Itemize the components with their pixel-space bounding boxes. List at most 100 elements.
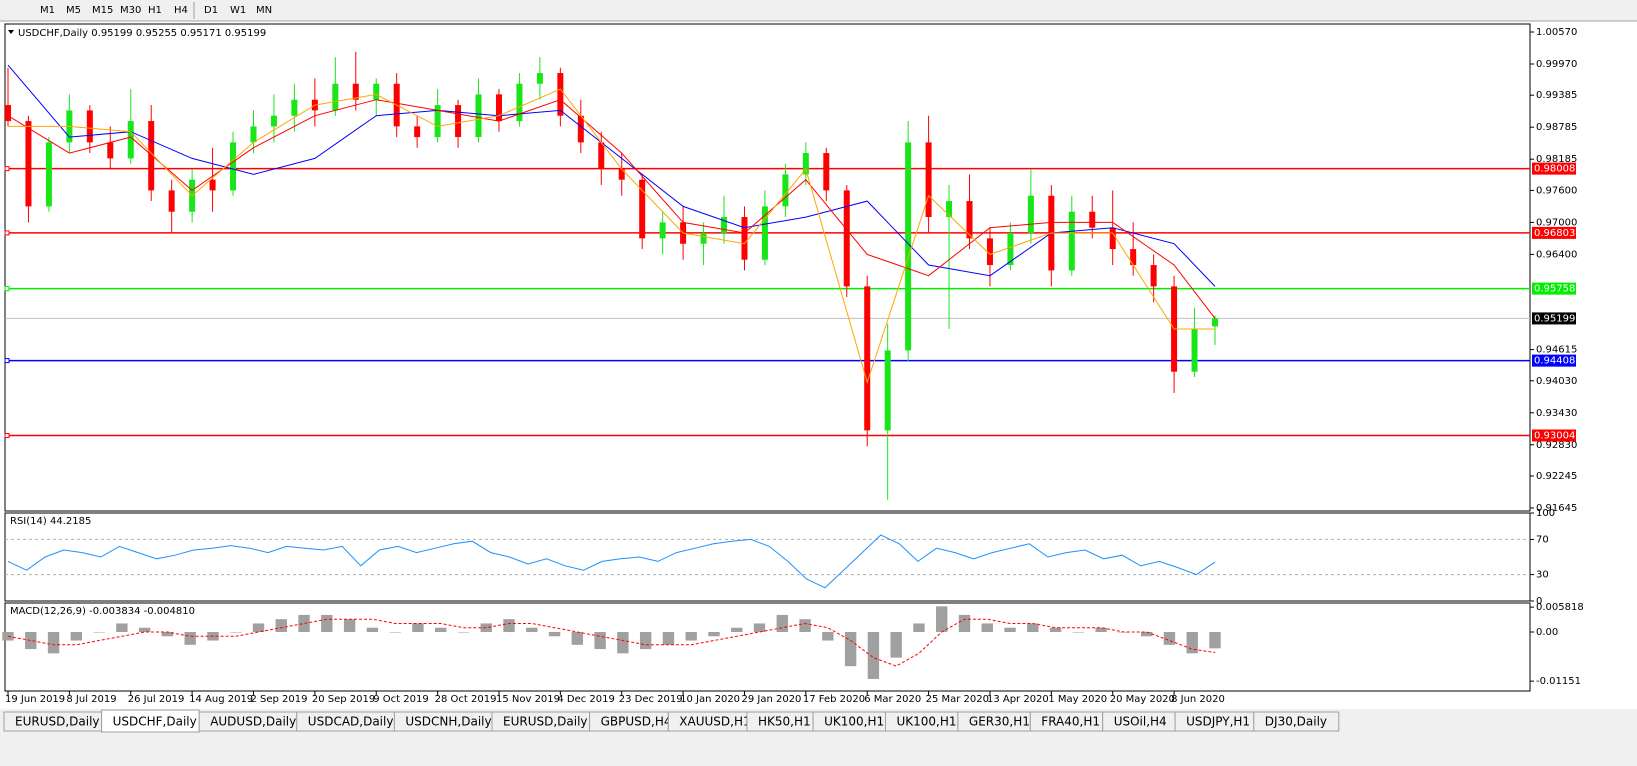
level-tag bbox=[1532, 226, 1576, 239]
y-tick-label: 0.99970 bbox=[1536, 59, 1577, 70]
y-tick-label: 0.97600 bbox=[1536, 185, 1577, 196]
candle-body bbox=[332, 83, 339, 111]
tab-label[interactable]: AUDUSD,Daily bbox=[210, 715, 296, 729]
x-tick-label: 2 Sep 2019 bbox=[250, 694, 307, 705]
x-tick-label: 8 Jul 2019 bbox=[66, 694, 116, 705]
candle-body bbox=[1212, 318, 1218, 327]
candle-body bbox=[455, 105, 462, 138]
candle-body bbox=[148, 121, 155, 191]
level-tag-label: 0.95758 bbox=[1534, 284, 1575, 295]
timeframe-button[interactable]: W1 bbox=[230, 5, 246, 16]
macd-bar bbox=[639, 631, 652, 650]
x-tick-label: 17 Feb 2020 bbox=[803, 694, 865, 705]
candle-body bbox=[414, 126, 421, 138]
y-tick-label: -0.01151 bbox=[1536, 676, 1581, 687]
macd-bar bbox=[366, 627, 379, 632]
timeframe-button[interactable]: H4 bbox=[174, 5, 188, 16]
y-tick-label: 0.91645 bbox=[1536, 503, 1577, 514]
tab-label[interactable]: EURUSD,Daily bbox=[15, 715, 100, 729]
macd-bar bbox=[138, 627, 151, 632]
tab-label[interactable]: GBPUSD,H4 bbox=[601, 715, 672, 729]
macd-bar bbox=[503, 619, 515, 632]
level-tag bbox=[1532, 162, 1576, 175]
tab-label[interactable]: HK50,H1 bbox=[758, 715, 811, 729]
macd-bar bbox=[116, 623, 128, 632]
tab-label[interactable]: XAUUSD,H1 bbox=[679, 715, 750, 729]
y-tick-label: 0.97000 bbox=[1536, 217, 1577, 228]
y-tick-label: 0.98185 bbox=[1536, 154, 1577, 165]
main-panel bbox=[4, 23, 1531, 512]
level-handle bbox=[4, 230, 10, 236]
x-tick-label: 4 Dec 2019 bbox=[557, 694, 615, 705]
tab-label[interactable]: DJ30,Daily bbox=[1265, 715, 1327, 729]
y-tick-label: 0.99385 bbox=[1536, 90, 1577, 101]
candle-body bbox=[639, 179, 646, 239]
x-tick-label: 29 Jan 2020 bbox=[741, 694, 801, 705]
candle-body bbox=[598, 142, 605, 170]
macd-bar bbox=[435, 627, 447, 632]
tab-label[interactable]: USDCAD,Daily bbox=[308, 715, 394, 729]
y-tick-label: 100 bbox=[1536, 508, 1555, 519]
macd-bar bbox=[47, 631, 60, 654]
candle-body bbox=[373, 83, 380, 100]
macd-bar bbox=[412, 623, 424, 632]
candle-body bbox=[966, 201, 973, 239]
tab-label[interactable]: USDCHF,Daily bbox=[113, 715, 197, 729]
rsi-panel bbox=[4, 512, 1531, 602]
last-price-tag bbox=[1532, 312, 1576, 325]
macd-bar bbox=[1027, 623, 1039, 632]
timeframe-button[interactable]: M30 bbox=[120, 5, 141, 16]
tab-label[interactable]: USDCNH,Daily bbox=[405, 715, 491, 729]
x-tick-label: 9 Oct 2019 bbox=[373, 694, 428, 705]
candle-body bbox=[761, 206, 768, 260]
timeframe-button[interactable]: M1 bbox=[40, 5, 55, 16]
timeframe-button[interactable]: MN bbox=[256, 5, 272, 16]
x-tick-label: 6 Mar 2020 bbox=[864, 694, 921, 705]
signal-line bbox=[7, 618, 1216, 667]
tab-label[interactable]: USDJPY,H1 bbox=[1186, 715, 1250, 729]
level-tag bbox=[1532, 282, 1576, 295]
x-tick-label: 8 Jun 2020 bbox=[1171, 694, 1225, 705]
x-tick-label: 10 Jan 2020 bbox=[680, 694, 740, 705]
candle-body bbox=[250, 126, 257, 143]
macd-bar bbox=[457, 631, 470, 633]
level-tag-label: 0.94408 bbox=[1534, 356, 1575, 367]
macd-bar bbox=[753, 623, 766, 632]
candle-body bbox=[352, 83, 359, 100]
tab-label[interactable]: UK100,H1 bbox=[897, 715, 957, 729]
tab-label[interactable]: EURUSD,Daily bbox=[503, 715, 588, 729]
candle-body bbox=[1007, 233, 1014, 266]
candle-body bbox=[536, 73, 543, 84]
macd-bar bbox=[731, 627, 743, 632]
moving-average bbox=[7, 99, 1216, 319]
candle-body bbox=[905, 142, 912, 351]
tab-label[interactable]: GER30,H1 bbox=[969, 715, 1030, 729]
timeframe-button[interactable]: H1 bbox=[148, 5, 162, 16]
candle-body bbox=[823, 153, 830, 191]
tab[interactable] bbox=[1253, 711, 1340, 732]
y-tick-label: 0.94615 bbox=[1536, 345, 1577, 356]
y-tick-label: 0.94030 bbox=[1536, 376, 1577, 387]
y-tick-label: 0.92830 bbox=[1536, 440, 1577, 451]
candle-body bbox=[884, 350, 891, 431]
candle-body bbox=[107, 142, 114, 159]
y-tick-label: 1.00570 bbox=[1536, 27, 1577, 38]
tab-label[interactable]: USOil,H4 bbox=[1114, 715, 1167, 729]
candle-body bbox=[925, 142, 932, 218]
macd-bar bbox=[844, 631, 857, 667]
y-tick-label: 0.92245 bbox=[1536, 471, 1577, 482]
level-handle bbox=[4, 358, 10, 364]
x-tick-label: 25 Mar 2020 bbox=[926, 694, 989, 705]
tab-label[interactable]: UK100,H1 bbox=[824, 715, 884, 729]
macd-bar bbox=[161, 631, 174, 637]
title-arrow bbox=[8, 30, 14, 34]
tab-label[interactable]: FRA40,H1 bbox=[1041, 715, 1100, 729]
candle-body bbox=[659, 222, 666, 239]
macd-bar bbox=[936, 606, 948, 632]
timeframe-button[interactable]: M15 bbox=[92, 5, 113, 16]
timeframe-button[interactable]: D1 bbox=[204, 5, 218, 16]
timeframe-button[interactable]: M5 bbox=[66, 5, 81, 16]
candle-body bbox=[5, 105, 11, 122]
macd-bar bbox=[708, 631, 720, 637]
